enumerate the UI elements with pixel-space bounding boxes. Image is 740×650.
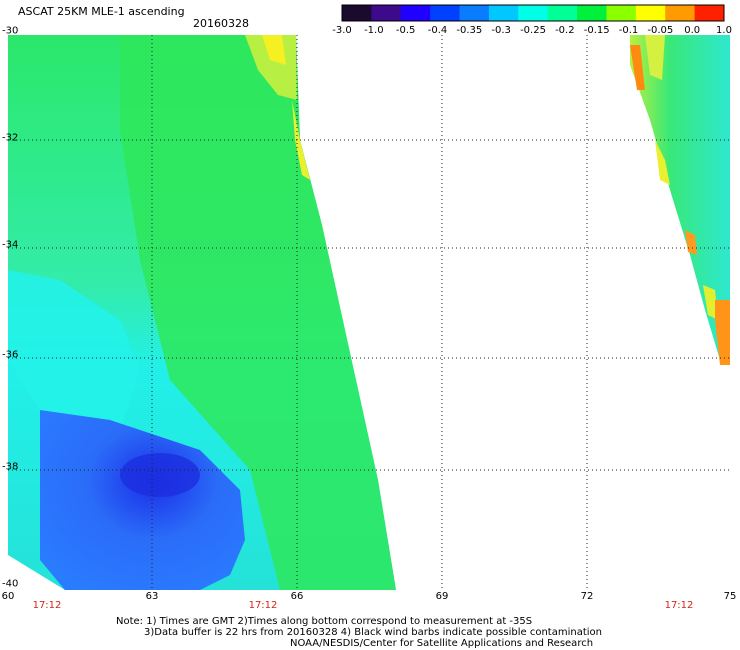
note-line-2: 3)Data buffer is 22 hrs from 20160328 4)… xyxy=(144,627,602,638)
lat-label: -32 xyxy=(2,132,19,144)
product-title: ASCAT 25KM MLE-1 ascending xyxy=(18,5,185,18)
colorbar-swatch xyxy=(694,5,725,21)
colorbar-label: -0.1 xyxy=(618,25,639,36)
lat-label: -30 xyxy=(2,25,19,37)
lat-label: -36 xyxy=(2,349,19,361)
colorbar-swatch xyxy=(400,5,431,21)
colorbar-label: -0.5 xyxy=(395,25,416,36)
note-line-3: NOAA/NESDIS/Center for Satellite Applica… xyxy=(290,638,594,649)
lon-label: 69 xyxy=(435,591,449,602)
colorbar-swatch xyxy=(459,5,490,21)
note-line-1: Note: 1) Times are GMT 2)Times along bot… xyxy=(116,616,533,627)
time-label: 17:12 xyxy=(664,600,694,611)
colorbar-label: -3.0 xyxy=(332,25,352,36)
colorbar-swatch xyxy=(430,5,461,21)
colorbar-label: -0.05 xyxy=(647,25,674,36)
colorbar-label: -0.35 xyxy=(456,25,483,36)
time-label: 17:12 xyxy=(32,600,62,611)
colorbar-swatch xyxy=(577,5,607,21)
lon-label: 75 xyxy=(723,591,737,602)
lon-label: 72 xyxy=(580,591,594,602)
lat-label: -40 xyxy=(2,578,19,590)
colorbar-swatch xyxy=(371,5,402,21)
colorbar-swatch xyxy=(665,5,696,21)
colorbar-frame xyxy=(341,4,725,22)
colorbar xyxy=(341,4,725,22)
colorbar-swatch xyxy=(606,5,637,21)
colorbar-label: -0.25 xyxy=(520,25,546,36)
colorbar-swatch xyxy=(342,5,372,21)
lat-label: -34 xyxy=(2,239,19,251)
colorbar-label: -0.2 xyxy=(555,25,575,36)
colorbar-swatch xyxy=(547,5,578,21)
lon-label: 66 xyxy=(290,591,304,602)
right-swath xyxy=(630,35,730,365)
colorbar-swatch xyxy=(518,5,549,21)
grid xyxy=(8,35,730,590)
date-label: 20160328 xyxy=(193,17,249,30)
colorbar-label: -0.4 xyxy=(427,25,448,36)
colorbar-swatch xyxy=(488,5,519,21)
lat-label: -38 xyxy=(2,461,19,473)
colorbar-label: -0.15 xyxy=(583,25,610,36)
colorbar-swatch xyxy=(635,5,666,21)
colorbar-label: -0.3 xyxy=(491,25,511,36)
colorbar-label: 1.0 xyxy=(716,25,732,36)
colorbar-label: -1.0 xyxy=(364,25,384,36)
colorbar-label: 0.0 xyxy=(684,25,701,36)
lon-label: 60 xyxy=(1,591,15,602)
lon-label: 63 xyxy=(145,591,159,602)
left-swath xyxy=(8,35,396,590)
time-label: 17:12 xyxy=(248,600,278,611)
